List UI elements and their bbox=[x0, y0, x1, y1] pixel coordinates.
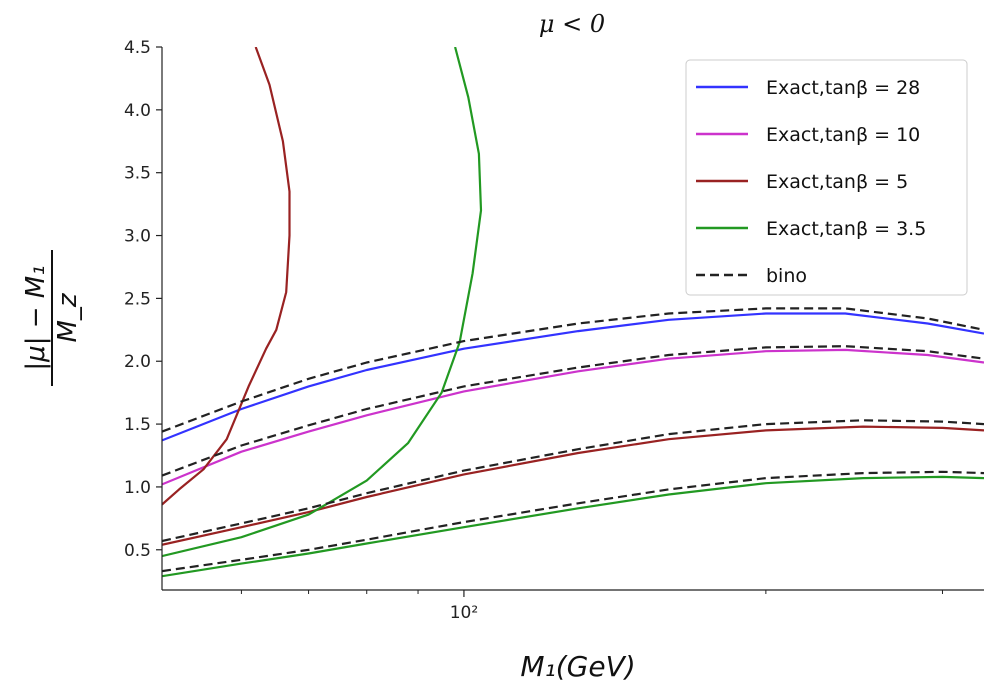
series-group bbox=[162, 47, 984, 578]
y-tick-label: 4.0 bbox=[124, 101, 151, 121]
y-tick-label: 3.5 bbox=[124, 164, 151, 184]
chart-title: μ < 0 bbox=[539, 10, 605, 38]
legend-label: Exact,tanβ = 3.5 bbox=[766, 218, 926, 240]
y-tick-label: 2.0 bbox=[124, 352, 151, 372]
y-axis-label-numerator: |μ| − M₁ bbox=[21, 265, 51, 370]
y-tick-label: 1.5 bbox=[124, 415, 151, 435]
legend: Exact,tanβ = 28 Exact,tanβ = 10 Exact,tanβ… bbox=[685, 59, 968, 296]
series-line-exact-tan-10 bbox=[162, 348, 984, 486]
legend-label: Exact,tanβ = 28 bbox=[766, 77, 920, 99]
series-line-exact-tan-5 bbox=[162, 47, 291, 506]
legend-label: bino bbox=[766, 265, 807, 287]
legend-box bbox=[685, 59, 968, 296]
series-line-exact-tan-3-5 bbox=[162, 47, 483, 558]
series-line-exact-tan-28 bbox=[162, 312, 984, 442]
series-line-exact-tan-5 bbox=[162, 425, 984, 546]
x-tick-label: 10² bbox=[450, 603, 478, 623]
y-axis-label: |μ| − M₁ M_z bbox=[21, 250, 83, 386]
series-line-bino bbox=[162, 345, 984, 477]
y-tick-label: 4.5 bbox=[124, 38, 151, 58]
x-axis: 10² bbox=[240, 590, 943, 623]
legend-label: Exact,tanβ = 10 bbox=[766, 124, 920, 146]
y-axis: 0.5 1.0 1.5 2.0 2.5 3.0 3.5 4.0 4.5 bbox=[124, 38, 162, 561]
x-axis-label: M₁(GeV) bbox=[520, 650, 635, 683]
y-tick-label: 0.5 bbox=[124, 541, 151, 561]
series-line-bino bbox=[162, 470, 984, 573]
series-line-bino bbox=[162, 307, 984, 433]
series-line-exact-tan-3-5 bbox=[162, 475, 984, 578]
y-tick-label: 1.0 bbox=[124, 478, 151, 498]
series-line-bino bbox=[162, 419, 984, 543]
y-tick-label: 2.5 bbox=[124, 289, 151, 309]
y-axis-label-denominator: M_z bbox=[53, 292, 83, 342]
legend-label: Exact,tanβ = 5 bbox=[766, 171, 908, 193]
y-tick-label: 3.0 bbox=[124, 227, 151, 247]
plot-area bbox=[161, 47, 984, 591]
